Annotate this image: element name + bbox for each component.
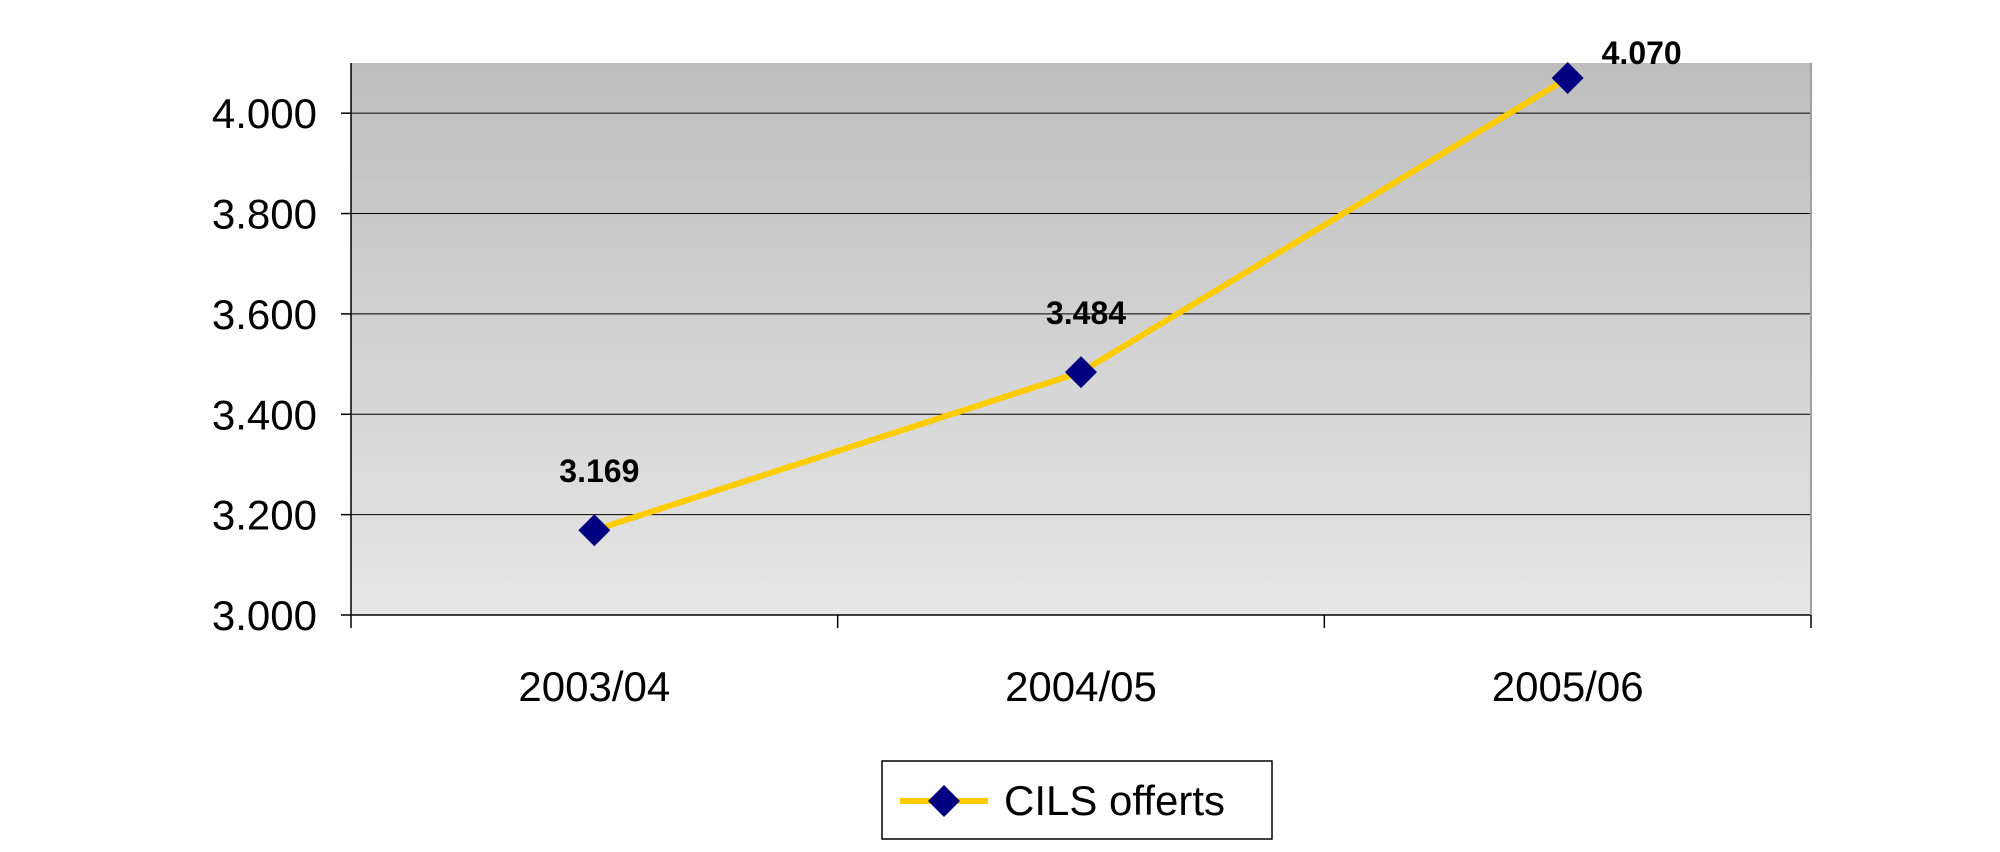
x-tick-label: 2003/04 — [518, 663, 670, 710]
y-tick-label: 3.600 — [212, 291, 317, 338]
data-point-diamond — [578, 514, 611, 547]
axes: 3.000 3.200 3.400 3.600 3.800 4.000 2003/04 200… — [212, 63, 1812, 710]
data-label: 4.070 — [1602, 35, 1682, 71]
series — [578, 62, 1584, 547]
y-tick-label: 3.400 — [212, 391, 317, 438]
legend: CILS offerts — [881, 760, 1273, 840]
data-label: 3.484 — [1046, 295, 1126, 331]
y-tick-label: 3.800 — [212, 191, 317, 238]
y-tick-label: 3.000 — [212, 592, 317, 639]
plot-area — [351, 63, 1811, 615]
data-point-diamond — [1551, 62, 1584, 95]
data-labels: 3.169 3.484 4.070 — [559, 35, 1681, 489]
legend-diamond-icon — [928, 785, 960, 817]
data-point-diamond — [1065, 356, 1097, 389]
y-tick-label: 4.000 — [212, 90, 317, 137]
data-label: 3.169 — [559, 453, 639, 489]
x-tick-label: 2005/06 — [1492, 663, 1644, 710]
x-tick-label: 2004/05 — [1005, 663, 1157, 710]
y-tick-label: 3.200 — [212, 492, 317, 539]
legend-label: CILS offerts — [1004, 777, 1225, 824]
grid-lines — [351, 112, 1811, 516]
